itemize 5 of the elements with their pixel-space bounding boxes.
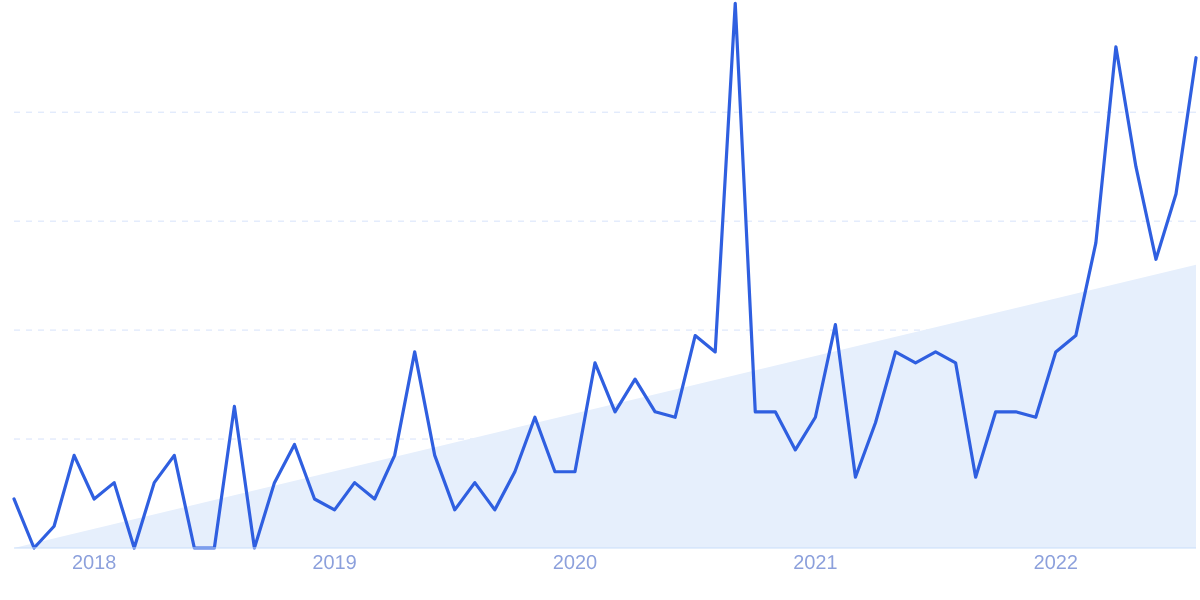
x-tick-label: 2020 xyxy=(553,555,597,570)
x-tick-label: 2021 xyxy=(794,555,837,570)
x-tick-label: 2018 xyxy=(72,555,116,570)
x-tick-label: 2019 xyxy=(313,555,356,570)
x-tick-label: 2022 xyxy=(1034,555,1077,570)
